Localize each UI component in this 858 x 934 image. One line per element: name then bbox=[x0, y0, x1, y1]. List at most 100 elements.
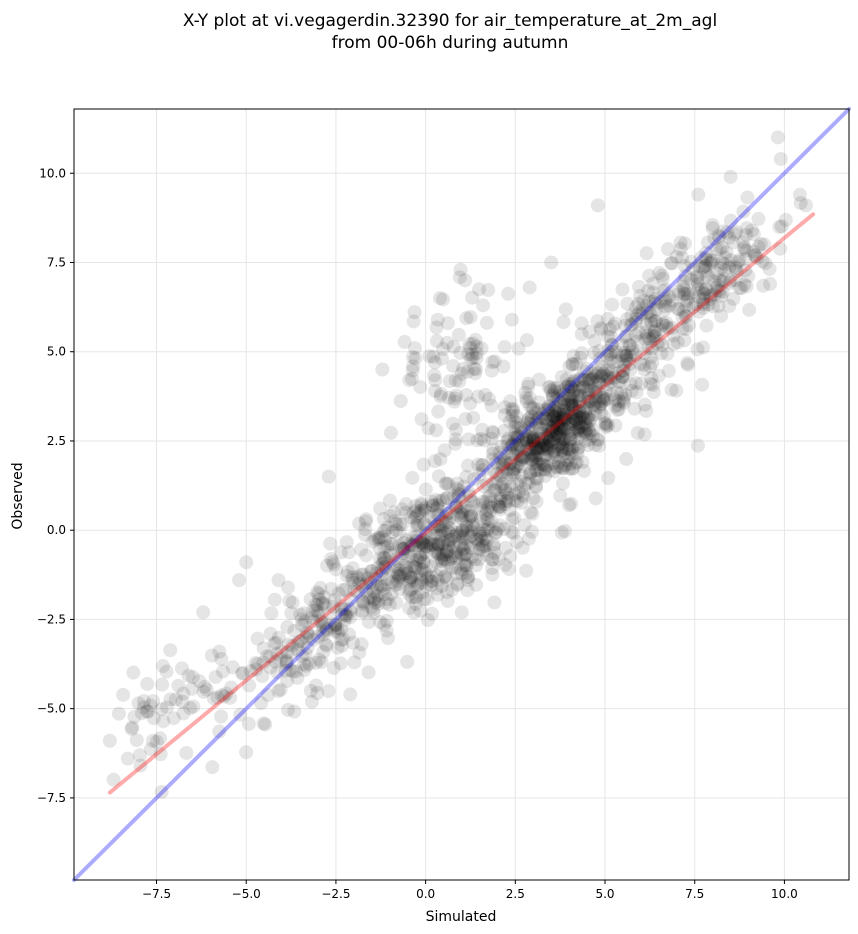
data-point bbox=[383, 536, 398, 551]
data-point bbox=[414, 562, 429, 577]
data-point bbox=[514, 420, 529, 435]
data-point bbox=[440, 539, 455, 554]
data-point bbox=[551, 403, 566, 418]
data-point bbox=[504, 479, 519, 494]
data-point bbox=[306, 614, 321, 629]
data-point bbox=[369, 566, 384, 581]
data-point bbox=[531, 457, 546, 472]
data-point bbox=[298, 647, 313, 662]
data-point bbox=[417, 538, 432, 553]
data-point bbox=[489, 475, 504, 490]
data-point bbox=[556, 432, 571, 447]
data-point bbox=[371, 596, 386, 611]
data-point bbox=[199, 682, 214, 697]
data-point bbox=[601, 418, 616, 433]
data-point bbox=[461, 432, 476, 447]
data-point bbox=[440, 533, 455, 548]
data-point bbox=[495, 459, 510, 474]
data-point bbox=[378, 523, 393, 538]
data-point bbox=[451, 489, 466, 504]
data-point bbox=[491, 499, 506, 514]
data-point bbox=[603, 371, 618, 386]
data-point bbox=[431, 536, 446, 551]
data-point bbox=[568, 416, 583, 431]
data-point bbox=[532, 372, 547, 387]
data-point bbox=[553, 426, 568, 441]
data-point bbox=[499, 493, 514, 508]
data-point bbox=[485, 567, 500, 582]
data-point bbox=[528, 447, 543, 462]
data-point bbox=[502, 494, 517, 509]
data-point bbox=[284, 606, 299, 621]
data-point bbox=[465, 517, 480, 532]
data-point bbox=[578, 404, 593, 419]
data-point bbox=[183, 701, 198, 716]
data-point bbox=[499, 446, 514, 461]
data-point bbox=[571, 421, 586, 436]
data-point bbox=[561, 398, 576, 413]
data-point bbox=[504, 446, 519, 461]
data-point bbox=[630, 334, 645, 349]
data-point bbox=[153, 747, 168, 762]
data-point bbox=[638, 331, 653, 346]
data-point bbox=[563, 379, 578, 394]
data-point bbox=[406, 505, 421, 520]
data-point bbox=[526, 491, 541, 506]
data-point bbox=[296, 657, 311, 672]
data-point bbox=[553, 384, 568, 399]
data-point bbox=[293, 607, 308, 622]
data-point bbox=[132, 748, 147, 763]
data-point bbox=[509, 535, 524, 550]
data-point bbox=[516, 450, 531, 465]
data-point bbox=[564, 447, 579, 462]
data-point bbox=[450, 549, 465, 564]
data-point bbox=[439, 545, 454, 560]
data-point bbox=[456, 479, 471, 494]
data-point bbox=[426, 349, 441, 364]
data-point bbox=[387, 514, 402, 529]
data-point bbox=[417, 502, 432, 517]
data-point bbox=[557, 446, 572, 461]
data-point bbox=[556, 460, 571, 475]
data-point bbox=[568, 408, 583, 423]
data-point bbox=[642, 305, 657, 320]
data-point bbox=[588, 385, 603, 400]
data-point bbox=[605, 344, 620, 359]
data-point bbox=[468, 332, 483, 347]
data-point bbox=[560, 393, 575, 408]
data-point bbox=[478, 387, 493, 402]
data-point bbox=[403, 549, 418, 564]
data-point bbox=[518, 436, 533, 451]
data-point bbox=[502, 414, 517, 429]
data-point bbox=[569, 455, 584, 470]
data-point bbox=[569, 412, 584, 427]
data-point bbox=[793, 196, 808, 211]
data-point bbox=[509, 444, 524, 459]
data-point bbox=[325, 555, 340, 570]
data-point bbox=[591, 366, 606, 381]
data-point bbox=[497, 408, 512, 423]
data-point bbox=[614, 386, 629, 401]
data-point bbox=[532, 435, 547, 450]
data-point bbox=[434, 386, 449, 401]
data-point bbox=[729, 224, 744, 239]
data-point bbox=[448, 436, 463, 451]
data-point bbox=[547, 431, 562, 446]
data-point bbox=[219, 686, 234, 701]
data-point bbox=[268, 654, 283, 669]
data-point bbox=[559, 379, 574, 394]
data-point bbox=[372, 551, 387, 566]
data-point bbox=[331, 586, 346, 601]
data-point bbox=[645, 356, 660, 371]
data-point bbox=[566, 422, 581, 437]
data-point bbox=[135, 706, 150, 721]
data-point bbox=[582, 432, 597, 447]
data-point bbox=[746, 244, 761, 259]
data-point bbox=[556, 407, 571, 422]
data-point bbox=[557, 422, 572, 437]
data-point bbox=[327, 593, 342, 608]
y-axis-ticks: −7.5−5.0−2.50.02.55.07.510.0 bbox=[37, 166, 74, 805]
data-point bbox=[549, 460, 564, 475]
data-point bbox=[533, 463, 548, 478]
data-point bbox=[310, 686, 325, 701]
